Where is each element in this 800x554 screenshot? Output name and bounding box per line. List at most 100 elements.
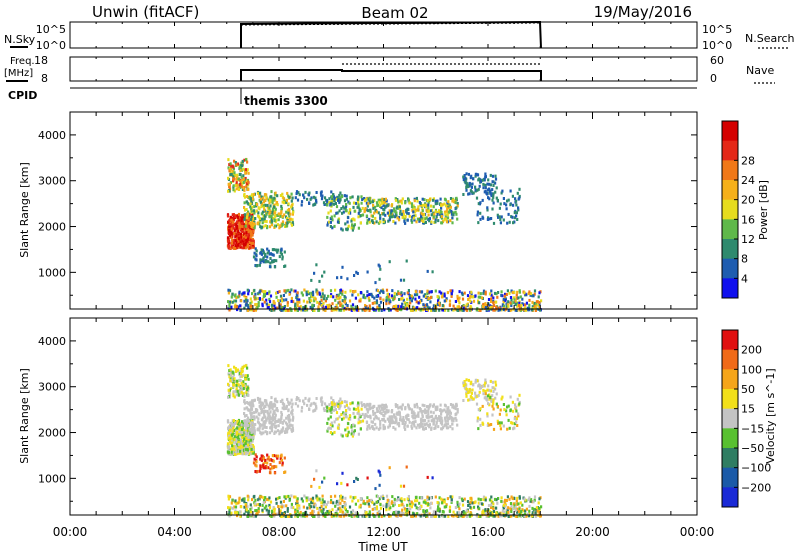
- range-cell: [387, 425, 390, 429]
- range-cell: [307, 292, 311, 296]
- range-cell: [247, 225, 251, 229]
- range-cell: [234, 183, 237, 187]
- range-cell: [286, 427, 289, 431]
- range-cell: [251, 439, 254, 443]
- range-cell: [518, 289, 521, 293]
- range-cell: [275, 407, 279, 410]
- range-cell: [277, 299, 280, 302]
- range-cell: [245, 239, 248, 242]
- range-cell: [265, 401, 268, 405]
- range-cell: [461, 297, 465, 301]
- range-cell: [275, 218, 278, 222]
- range-cell: [273, 514, 276, 518]
- range-cell: [233, 395, 236, 399]
- range-cell: [421, 209, 424, 213]
- range-cell: [275, 295, 278, 299]
- range-cell: [352, 496, 355, 500]
- range-cell: [497, 308, 500, 312]
- range-cell: [285, 216, 289, 220]
- range-cell: [267, 198, 270, 202]
- range-cell: [506, 303, 509, 307]
- range-cell: [430, 419, 433, 423]
- range-cell: [426, 289, 429, 293]
- range-cell: [384, 213, 387, 217]
- range-cell: [328, 407, 331, 411]
- range-cell: [290, 222, 293, 226]
- range-cell: [266, 416, 269, 420]
- range-cell: [227, 176, 230, 180]
- range-cell: [499, 424, 502, 427]
- range-cell: [267, 249, 270, 253]
- range-cell: [365, 403, 368, 407]
- range-cell: [260, 202, 264, 206]
- range-cell: [284, 225, 287, 228]
- range-cell: [233, 241, 236, 245]
- range-cell: [364, 207, 367, 210]
- range-cell: [511, 421, 514, 425]
- range-cell: [259, 258, 262, 262]
- range-cell: [382, 418, 385, 422]
- range-cell: [500, 421, 503, 425]
- range-cell: [421, 419, 424, 423]
- range-cell: [410, 308, 413, 312]
- range-cell: [343, 206, 346, 210]
- range-cell: [246, 201, 249, 205]
- range-cell: [240, 441, 243, 445]
- range-cell: [231, 216, 234, 220]
- range-cell: [285, 430, 288, 434]
- range-cell: [357, 203, 360, 207]
- range-cell: [414, 420, 417, 424]
- range-cell: [456, 511, 459, 515]
- range-cell: [475, 196, 479, 200]
- range-cell: [438, 496, 441, 500]
- range-cell: [268, 412, 271, 416]
- range-cell: [233, 232, 236, 236]
- range-cell: [474, 394, 477, 398]
- range-cell: [232, 188, 235, 192]
- range-cell: [500, 499, 503, 503]
- range-cell: [500, 514, 503, 518]
- range-cell: [287, 494, 290, 498]
- range-cell: [308, 506, 311, 510]
- range-cell: [345, 203, 348, 206]
- range-cell: [374, 415, 377, 419]
- range-cell: [248, 241, 252, 244]
- range-cell: [238, 451, 241, 455]
- range-cell: [373, 221, 376, 225]
- range-cell: [444, 418, 447, 422]
- range-cell: [239, 181, 242, 185]
- range-cell: [265, 298, 268, 302]
- range-cell: [290, 428, 293, 432]
- range-cell: [374, 205, 377, 209]
- range-cell: [339, 510, 342, 513]
- range-cell: [384, 205, 387, 209]
- range-cell: [303, 494, 306, 498]
- range-cell: [246, 245, 249, 249]
- range-cell: [333, 199, 336, 203]
- range-cell: [316, 506, 319, 510]
- range-cell: [231, 300, 234, 304]
- range-cell: [288, 308, 291, 312]
- range-cell: [368, 309, 371, 312]
- range-cell: [242, 167, 245, 171]
- range-cell: [385, 405, 388, 409]
- range-cell: [269, 404, 272, 408]
- range-cell: [382, 212, 385, 216]
- nave-tick-bottom: 0: [710, 72, 717, 85]
- range-cell: [290, 405, 293, 409]
- range-cell: [257, 397, 260, 401]
- range-cell: [258, 469, 261, 473]
- range-cell: [358, 413, 361, 417]
- range-cell: [260, 205, 263, 209]
- range-cell: [385, 299, 388, 303]
- range-cell: [389, 308, 392, 312]
- range-cell: [515, 515, 518, 518]
- range-cell: [227, 189, 230, 193]
- range-cell: [361, 404, 364, 407]
- range-cell: [257, 510, 260, 514]
- range-cell: [230, 231, 233, 235]
- range-cell: [296, 501, 299, 505]
- range-cell: [500, 397, 503, 401]
- range-cell: [283, 201, 286, 205]
- range-cell: [369, 416, 372, 420]
